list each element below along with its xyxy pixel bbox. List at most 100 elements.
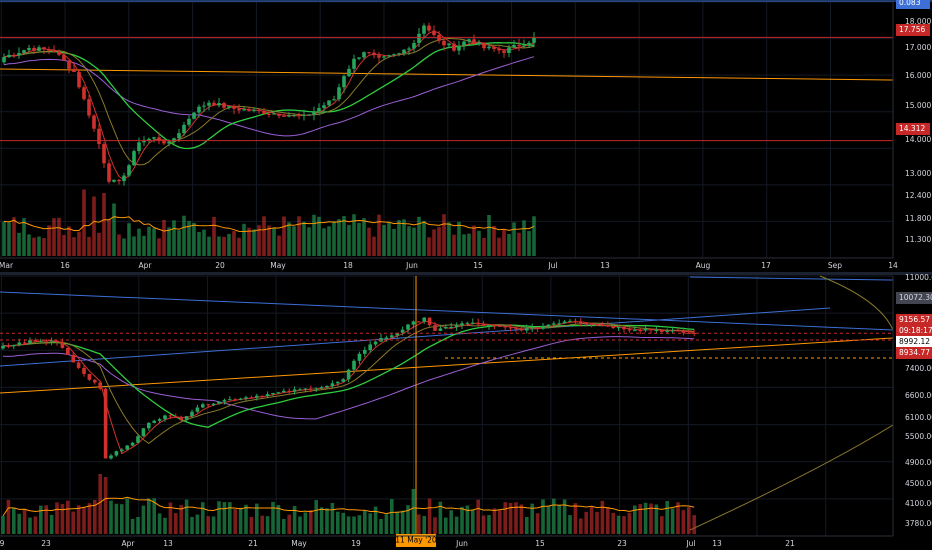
volume-bar	[257, 225, 261, 256]
candle-body	[187, 118, 191, 125]
candle-body	[438, 328, 443, 331]
price-label-bg	[896, 336, 932, 348]
candle-body	[357, 353, 362, 361]
candle-body	[103, 388, 108, 459]
candle-body	[568, 320, 572, 322]
candle-body	[670, 330, 675, 332]
volume-bar	[341, 512, 345, 534]
candle-body	[402, 49, 406, 54]
candle-body	[525, 328, 529, 331]
top-horizontal-levels[interactable]	[0, 36, 893, 142]
candle-body	[517, 44, 521, 47]
volume-bar	[660, 516, 664, 534]
candle-body	[277, 113, 281, 116]
candle-body	[407, 48, 411, 50]
candle-body	[47, 49, 51, 51]
volume-bar	[117, 234, 121, 256]
price-tick-label: 12.400	[905, 191, 931, 200]
volume-bar	[447, 222, 451, 256]
volume-bar	[492, 225, 496, 256]
volume-bar	[477, 230, 481, 256]
volume-bar	[616, 515, 621, 534]
volume-bar	[407, 226, 411, 256]
volume-bar	[462, 234, 466, 256]
candle-body	[120, 449, 124, 452]
volume-bar	[22, 218, 26, 256]
time-tick-label: 16	[60, 261, 70, 270]
candle-body	[297, 114, 301, 116]
candle-body	[532, 37, 536, 43]
candle-body	[157, 419, 162, 421]
volume-bar	[562, 499, 567, 534]
volume-bar	[670, 508, 675, 534]
volume-bar	[367, 227, 371, 256]
volume-bar	[82, 189, 86, 256]
volume-bar	[606, 507, 610, 534]
volume-bar	[190, 516, 194, 534]
candle-body	[307, 114, 311, 116]
candle-body	[109, 455, 113, 459]
price-tick-label: 17.000	[905, 43, 931, 52]
top-price-axis[interactable]: 18.000 17.000 16.000 15.000 14.000 13.000 12.4…	[892, 2, 931, 258]
candle-body	[384, 337, 389, 339]
volume-bar	[272, 228, 276, 256]
volume-bar	[6, 499, 11, 534]
volume-bar	[222, 236, 226, 256]
volume-bar	[37, 236, 41, 256]
candle-body	[211, 403, 216, 406]
volume-bar	[497, 237, 501, 256]
pane-separator[interactable]	[0, 272, 932, 275]
candle-body	[681, 330, 686, 333]
price-label-ma: 8992.12	[899, 337, 930, 346]
candle-body	[341, 379, 345, 382]
volume-bar	[377, 214, 381, 256]
volume-bar	[162, 219, 166, 256]
candle-body	[535, 327, 540, 329]
volume-bar	[72, 237, 76, 256]
volume-bar	[465, 505, 470, 534]
volume-bar	[395, 511, 399, 534]
volume-bar	[2, 221, 6, 256]
candle-body	[190, 411, 194, 417]
candle-body	[327, 100, 331, 106]
volume-bar	[97, 232, 101, 256]
volume-bar	[600, 500, 605, 534]
candle-body	[387, 55, 391, 57]
volume-bar	[127, 223, 131, 256]
candle-body	[437, 35, 441, 41]
candle-body	[471, 322, 475, 324]
volume-bar	[417, 216, 421, 256]
candle-body	[660, 329, 664, 332]
volume-bar	[332, 221, 336, 256]
candle-body	[244, 397, 248, 399]
top-chart-pane[interactable]: 18.000 17.000 16.000 15.000 14.000 13.000 12.4…	[0, 0, 932, 270]
bottom-time-axis[interactable]: 9 23 Apr 13 21 May 19 Jun 15 23 Jul 13 21	[0, 535, 893, 548]
candle-body	[562, 321, 567, 324]
volume-bar	[357, 515, 362, 534]
candle-body	[309, 388, 313, 390]
time-tick-label: 15	[535, 539, 545, 548]
candle-body	[519, 328, 524, 331]
time-tick-label: Jul	[547, 261, 557, 270]
volume-bar	[252, 229, 256, 256]
volume-bar	[157, 238, 161, 256]
candle-body	[382, 56, 386, 58]
volume-bar	[471, 509, 475, 534]
bottom-horizontal-levels[interactable]	[0, 332, 893, 341]
volume-bar	[687, 507, 691, 534]
top-time-axis[interactable]: Mar 16 Apr 20 May 18 Jun 15 Jul 13 Aug 17 Sep 14	[0, 257, 898, 270]
candle-body	[406, 324, 410, 330]
candle-body	[362, 52, 366, 58]
volume-bar	[147, 498, 151, 534]
volume-bar	[152, 498, 156, 534]
volume-bar	[120, 504, 124, 534]
volume-bar	[589, 506, 594, 534]
candle-body	[66, 347, 70, 355]
bottom-chart-pane[interactable]: 11 May '20 11000.00 10072.30 9156.57 09:18:…	[0, 273, 932, 548]
volume-bar	[179, 505, 183, 534]
candle-body	[319, 387, 324, 389]
time-tick-label: Jun	[405, 261, 418, 270]
candle-body	[195, 407, 200, 412]
volume-bar	[654, 504, 659, 534]
